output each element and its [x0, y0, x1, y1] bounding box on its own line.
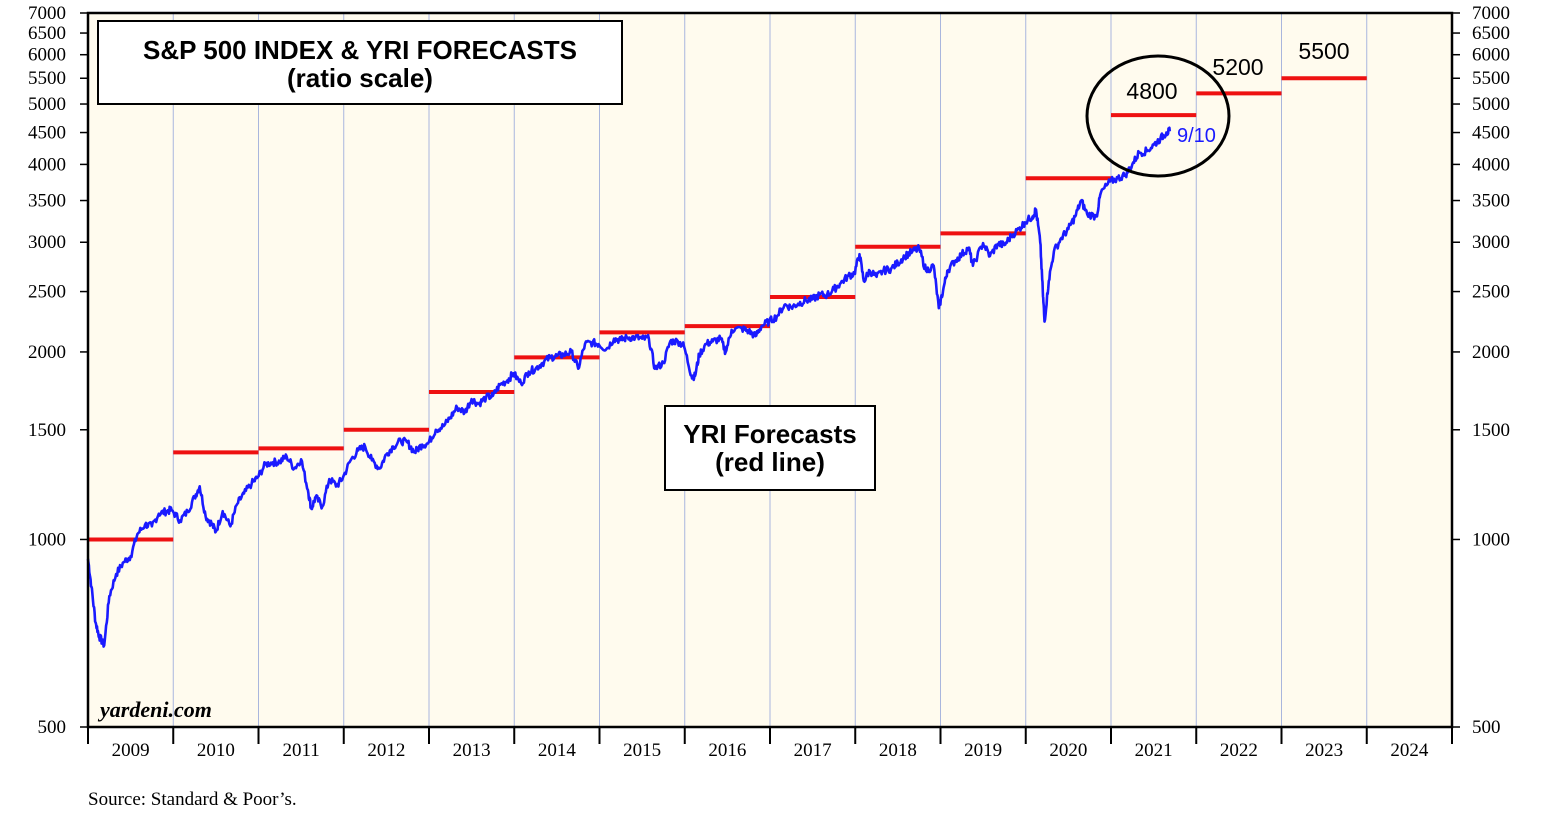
y-tick-label: 2500	[1472, 282, 1510, 303]
y-tick-label: 2500	[28, 282, 66, 303]
x-tick-label: 2019	[964, 740, 1002, 761]
y-tick-label: 4000	[28, 154, 66, 175]
x-tick-label: 2011	[282, 740, 319, 761]
title-box: S&P 500 INDEX & YRI FORECASTS (ratio sca…	[97, 20, 623, 105]
y-tick-label: 4500	[28, 123, 66, 144]
y-tick-label: 6500	[1472, 23, 1510, 44]
x-tick-label: 2018	[879, 740, 917, 761]
last-date-label: 9/10	[1177, 125, 1216, 147]
chart-title: S&P 500 INDEX & YRI FORECASTS	[143, 35, 577, 65]
y-tick-label: 7000	[1472, 3, 1510, 24]
left-y-axis: 500 1000 1500 2000 2500 3000 3500 4000 4500 5000 5…	[28, 3, 88, 738]
y-tick-label: 5000	[1472, 94, 1510, 115]
year-gridlines	[172, 13, 1368, 727]
y-tick-label: 500	[38, 717, 67, 738]
source-note: Source: Standard & Poor’s.	[88, 789, 297, 810]
x-tick-label: 2014	[538, 740, 577, 761]
y-tick-label: 2000	[1472, 342, 1510, 363]
right-y-axis: 500 1000 1500 2000 2500 3000 3500 4000 4500 5000 5…	[1452, 3, 1510, 738]
y-tick-label: 3000	[28, 232, 66, 253]
legend-line-2: (red line)	[715, 447, 825, 477]
y-tick-label: 4500	[1472, 123, 1510, 144]
x-tick-label: 2015	[623, 740, 661, 761]
y-tick-label: 4000	[1472, 154, 1510, 175]
highlight-circle	[1085, 54, 1231, 178]
x-tick-label: 2010	[197, 740, 235, 761]
y-tick-label: 500	[1472, 717, 1501, 738]
x-tick-label: 2024	[1390, 740, 1429, 761]
y-tick-label: 3000	[1472, 232, 1510, 253]
y-tick-label: 5500	[28, 68, 66, 89]
watermark: yardeni.com	[97, 697, 212, 722]
y-tick-label: 7000	[28, 3, 66, 24]
legend-line-1: YRI Forecasts	[683, 419, 856, 449]
x-tick-label: 2020	[1049, 740, 1087, 761]
x-tick-label: 2009	[112, 740, 150, 761]
y-tick-label: 3500	[28, 191, 66, 212]
x-axis: 2009 2010 2011 2012 2013 2014 2015 2016 2017 2018…	[87, 727, 1453, 761]
y-tick-label: 1000	[1472, 529, 1510, 550]
y-tick-label: 2000	[28, 342, 66, 363]
y-tick-label: 5000	[28, 94, 66, 115]
x-tick-label: 2022	[1220, 740, 1258, 761]
y-tick-label: 1500	[28, 420, 66, 441]
y-tick-label: 5500	[1472, 68, 1510, 89]
forecast-label-4800: 4800	[1126, 78, 1177, 104]
chart-subtitle: (ratio scale)	[287, 63, 433, 93]
forecast-label-5500: 5500	[1298, 38, 1349, 64]
y-tick-label: 6500	[28, 23, 66, 44]
y-tick-label: 6000	[28, 45, 66, 66]
x-tick-label: 2016	[708, 740, 746, 761]
y-tick-label: 3500	[1472, 191, 1510, 212]
forecast-lines	[88, 76, 1367, 542]
x-tick-label: 2017	[794, 740, 832, 761]
sp500-index-line	[86, 126, 1172, 648]
x-tick-label: 2013	[453, 740, 491, 761]
y-tick-label: 1000	[28, 529, 66, 550]
x-tick-label: 2012	[367, 740, 405, 761]
y-tick-label: 6000	[1472, 45, 1510, 66]
forecast-label-5200: 5200	[1212, 54, 1263, 80]
legend-box: YRI Forecasts (red line)	[664, 405, 876, 491]
x-tick-label: 2023	[1305, 740, 1343, 761]
y-tick-label: 1500	[1472, 420, 1510, 441]
x-tick-label: 2021	[1135, 740, 1173, 761]
